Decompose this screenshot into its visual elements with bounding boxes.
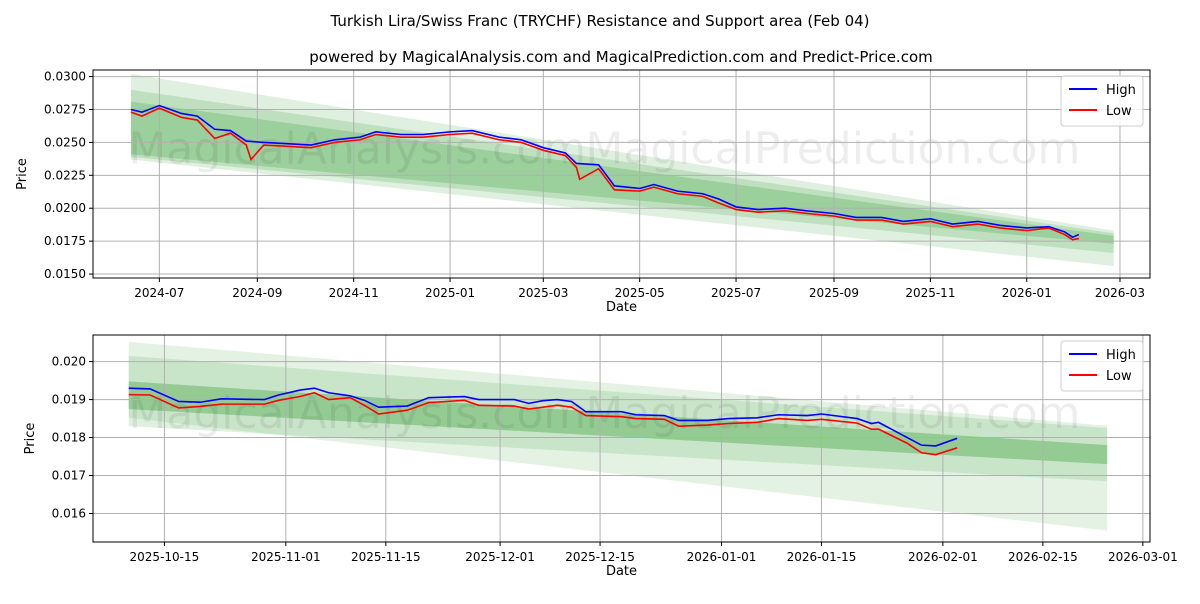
chart-panel-2: MagicalAnalysis.com MagicalPrediction.com… bbox=[23, 334, 1178, 579]
legend: High Low bbox=[1060, 75, 1144, 127]
y-tick-label: 0.0175 bbox=[44, 234, 86, 248]
watermark-text: MagicalAnalysis.com bbox=[128, 124, 586, 175]
x-tick-label: 2025-12-15 bbox=[565, 550, 635, 564]
series-line-high bbox=[130, 104, 1080, 239]
support-resistance-band-2 bbox=[128, 355, 1108, 482]
x-tick-label: 2025-03 bbox=[518, 286, 568, 300]
watermark-text: MagicalPrediction.com bbox=[585, 388, 1080, 439]
legend-label-low: Low bbox=[1106, 369, 1132, 384]
x-tick-label: 2024-09 bbox=[232, 286, 282, 300]
x-tick-label: 2025-12-01 bbox=[465, 550, 535, 564]
x-tick-label: 2026-02-15 bbox=[1008, 550, 1078, 564]
y-tick-label: 0.020 bbox=[52, 355, 86, 369]
x-tick-label: 2025-10-15 bbox=[130, 550, 200, 564]
legend-label-high: High bbox=[1106, 348, 1136, 363]
series-line-high bbox=[128, 387, 958, 447]
series-line-low bbox=[130, 107, 1080, 241]
chart-panel-1: MagicalAnalysis.com MagicalPrediction.com… bbox=[15, 69, 1151, 315]
chart-subtitle: powered by MagicalAnalysis.com and Magic… bbox=[309, 48, 933, 66]
legend-label-low: Low bbox=[1106, 104, 1132, 119]
x-tick-label: 2026-01-15 bbox=[787, 550, 857, 564]
series-line-low bbox=[128, 391, 958, 456]
x-tick-label: 2024-11 bbox=[329, 286, 379, 300]
x-tick-label: 2025-07 bbox=[711, 286, 761, 300]
x-tick-label: 2025-11-01 bbox=[251, 550, 321, 564]
y-tick-label: 0.019 bbox=[52, 393, 86, 407]
y-tick-label: 0.016 bbox=[52, 507, 86, 521]
y-axis-label: Price bbox=[15, 158, 30, 190]
legend: High Low bbox=[1060, 340, 1144, 392]
x-axis-label: Date bbox=[606, 300, 637, 315]
y-tick-label: 0.0150 bbox=[44, 267, 86, 281]
legend-label-high: High bbox=[1106, 83, 1136, 98]
y-tick-label: 0.0250 bbox=[44, 135, 86, 149]
plot-frame bbox=[92, 69, 1151, 279]
y-tick-label: 0.0300 bbox=[44, 70, 86, 84]
y-tick-label: 0.0275 bbox=[44, 102, 86, 116]
support-resistance-band-3 bbox=[128, 381, 1108, 465]
x-tick-label: 2025-11-15 bbox=[351, 550, 421, 564]
x-tick-label: 2026-03-01 bbox=[1108, 550, 1178, 564]
x-tick-label: 2025-11 bbox=[905, 286, 955, 300]
watermark-text: MagicalPrediction.com bbox=[585, 124, 1080, 175]
x-tick-label: 2025-09 bbox=[809, 286, 859, 300]
x-tick-label: 2026-02-01 bbox=[908, 550, 978, 564]
x-tick-label: 2024-07 bbox=[134, 286, 184, 300]
y-tick-label: 0.018 bbox=[52, 431, 86, 445]
support-resistance-band-2 bbox=[130, 89, 1114, 253]
y-axis-label: Price bbox=[23, 423, 38, 455]
y-tick-label: 0.017 bbox=[52, 469, 86, 483]
y-tick-label: 0.0225 bbox=[44, 168, 86, 182]
x-tick-label: 2025-01 bbox=[425, 286, 475, 300]
x-tick-label: 2026-03 bbox=[1095, 286, 1145, 300]
support-resistance-band-1 bbox=[128, 341, 1108, 531]
x-tick-label: 2026-01 bbox=[1002, 286, 1052, 300]
watermark-text: MagicalAnalysis.com bbox=[128, 388, 586, 439]
plot-frame bbox=[92, 334, 1151, 543]
chart-title: Turkish Lira/Swiss Franc (TRYCHF) Resist… bbox=[329, 12, 869, 30]
x-axis-label: Date bbox=[606, 564, 637, 579]
x-tick-label: 2026-01-01 bbox=[687, 550, 757, 564]
y-tick-label: 0.0200 bbox=[44, 201, 86, 215]
x-tick-label: 2025-05 bbox=[615, 286, 665, 300]
